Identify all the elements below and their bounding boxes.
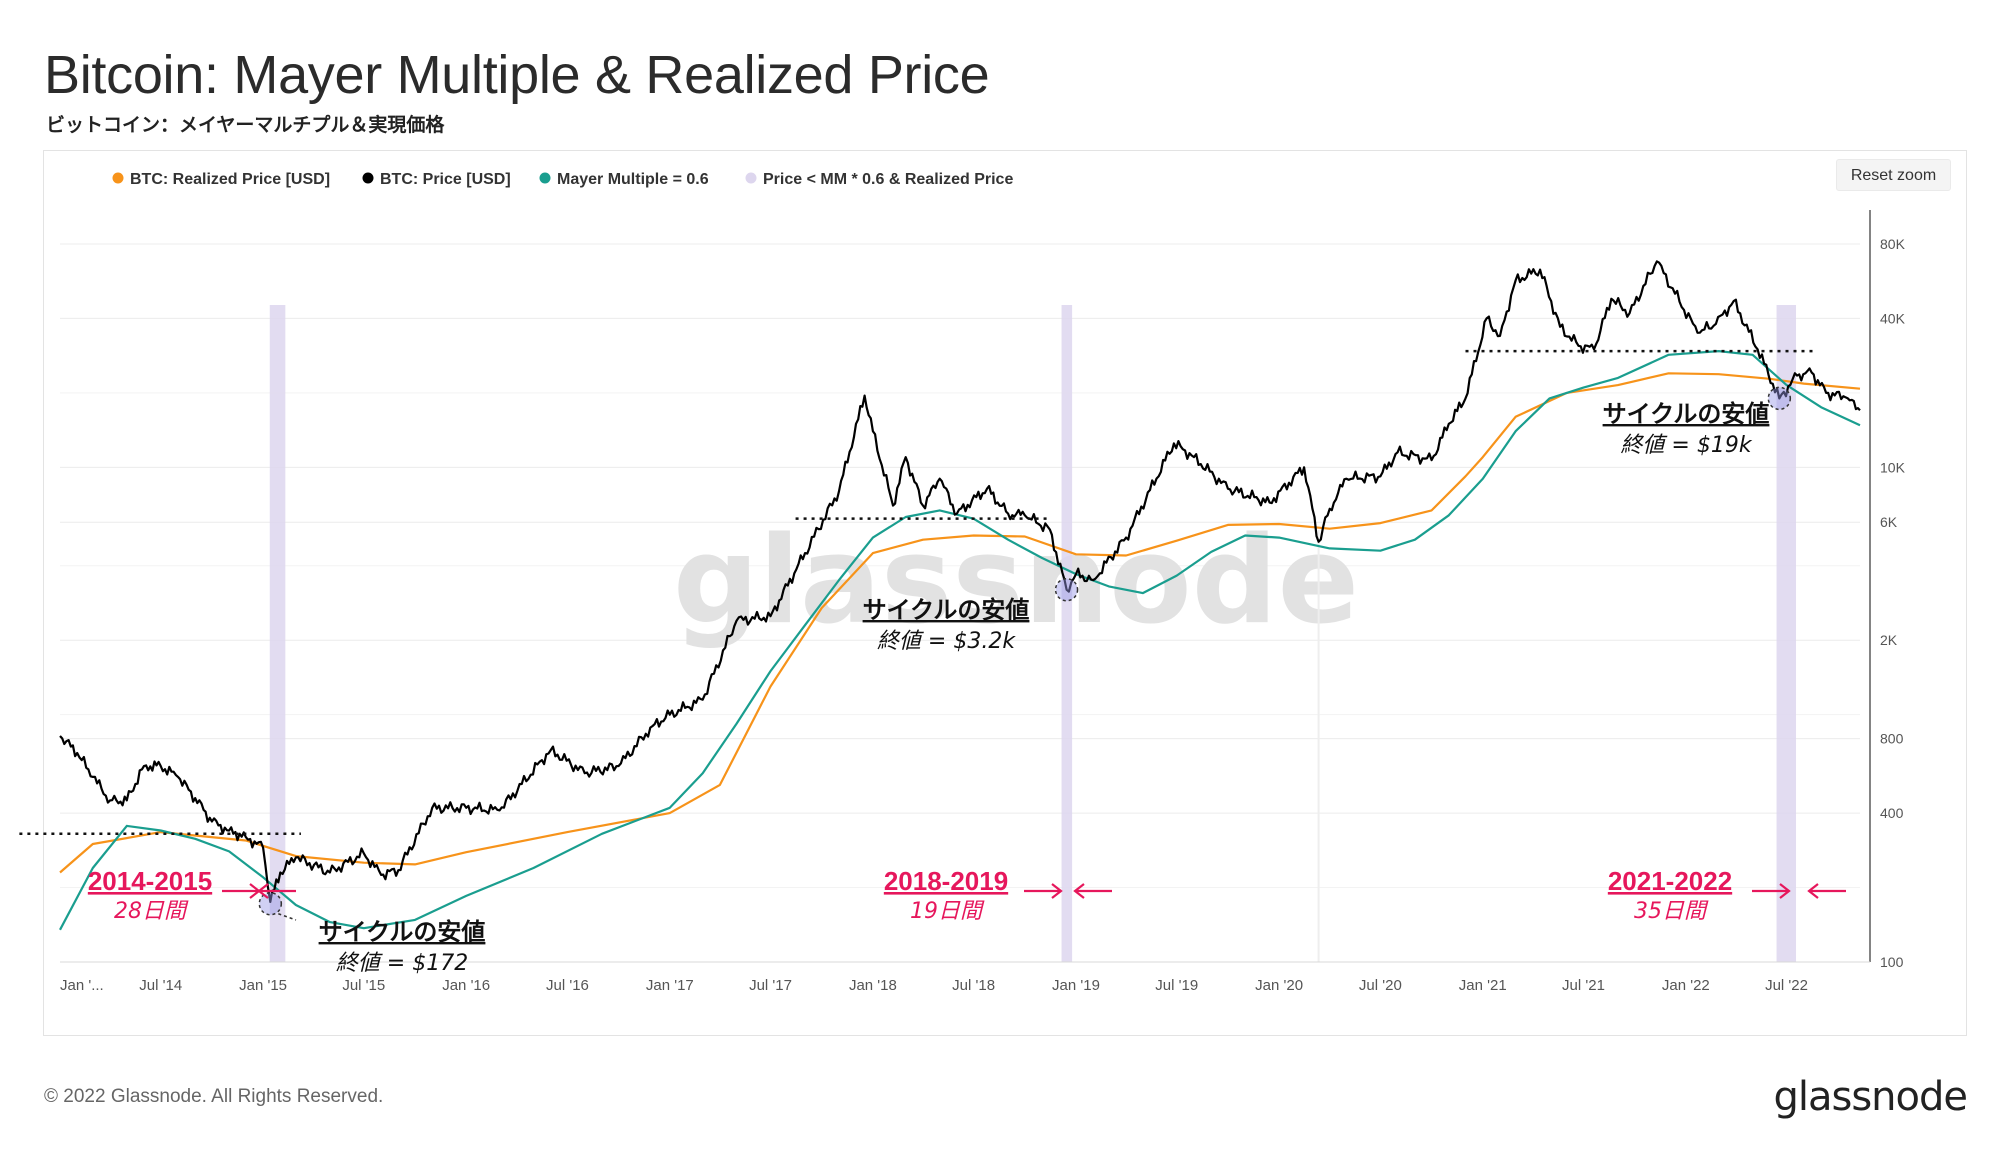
cycle-duration-label: 35日間: [1634, 899, 1709, 924]
arrow-right-icon: [222, 883, 261, 899]
x-tick-label: Jul '19: [1155, 977, 1198, 994]
cycle-duration-label: 19日間: [910, 899, 985, 924]
chart-frame: [43, 150, 1967, 1036]
legend: BTC: Realized Price [USD] BTC: Price [USD…: [112, 171, 1013, 188]
x-tick-label: Jan '20: [1255, 977, 1303, 994]
series-lines: [59, 260, 1861, 931]
watermark: glassnode: [673, 512, 1359, 651]
arrow-right-icon: [1752, 883, 1791, 899]
y-tick-label: 800: [1880, 731, 1904, 747]
cycle-low-close: 終値 = $172: [336, 951, 468, 976]
legend-marker-mayer: [539, 172, 551, 184]
cycle-low-label: サイクルの安値: [319, 918, 486, 946]
x-tick-label: Jan '17: [646, 977, 694, 994]
arrow-left-icon: [257, 883, 296, 899]
legend-marker-realized: [112, 172, 124, 184]
cycle-low-close: 終値 = $19k: [1620, 433, 1752, 458]
cycle-low-label: サイクルの安値: [863, 596, 1030, 624]
cycle-low-close: 終値 = $3.2k: [877, 629, 1016, 654]
y-tick-label: 2K: [1880, 632, 1898, 648]
cycle-low-marker: [1767, 386, 1792, 411]
y-tick-label: 80K: [1880, 236, 1906, 252]
band-period: [1061, 305, 1073, 962]
cycle-low-label: サイクルの安値: [1603, 400, 1770, 428]
band-period: [269, 305, 286, 962]
reset-zoom-button[interactable]: Reset zoom: [1836, 159, 1951, 191]
cycle-low-marker: [258, 891, 283, 916]
y-tick-label: 10K: [1880, 459, 1906, 475]
x-tick-label: Jul '22: [1765, 977, 1808, 994]
x-tick-label: Jan '19: [1052, 977, 1100, 994]
x-tick-label: Jan '16: [442, 977, 490, 994]
legend-label[interactable]: BTC: Price [USD]: [380, 171, 511, 188]
legend-marker-band: [745, 172, 757, 184]
band-periods: [269, 305, 1797, 962]
x-tick-label: Jul '21: [1562, 977, 1605, 994]
cycle-range-label: 2018-2019: [884, 866, 1008, 896]
x-tick-label: Jan '18: [849, 977, 897, 994]
cycle-duration-label: 28日間: [114, 899, 189, 924]
x-tick-label: Jul '14: [139, 977, 182, 994]
x-tick-label: Jul '17: [749, 977, 792, 994]
legend-label[interactable]: Mayer Multiple = 0.6: [557, 171, 709, 188]
band-period: [1776, 305, 1797, 962]
x-tick-label: Jan '15: [239, 977, 287, 994]
y-tick-label: 400: [1880, 805, 1904, 821]
cycle-low-marker: [1054, 577, 1079, 602]
x-tick-label: Jan '22: [1662, 977, 1710, 994]
legend-label[interactable]: BTC: Realized Price [USD]: [130, 171, 330, 188]
page-subtitle: ビットコイン：メイヤーマルチプル＆実現価格: [46, 114, 445, 136]
grid-lines: [60, 243, 1860, 963]
arrow-left-icon: [1073, 883, 1112, 899]
arrow-right-icon: [1024, 883, 1063, 899]
series-line-realized: [59, 372, 1861, 874]
x-tick-label: Jul '15: [342, 977, 385, 994]
x-tick-label: Jan '21: [1459, 977, 1507, 994]
x-tick-label: Jul '18: [952, 977, 995, 994]
x-tick-label: Jul '20: [1359, 977, 1402, 994]
x-tick-label: Jul '16: [546, 977, 589, 994]
y-tick-label: 6K: [1880, 514, 1898, 530]
cycle-range-label: 2021-2022: [1608, 866, 1732, 896]
series-line-price: [59, 260, 1861, 903]
y-tick-label: 40K: [1880, 310, 1906, 326]
arrow-left-icon: [1807, 883, 1846, 899]
x-tick-label: Jan '...: [60, 977, 104, 994]
reference-lines: [19, 349, 1818, 836]
cycle-range-label: 2014-2015: [88, 866, 212, 896]
legend-marker-price: [362, 172, 374, 184]
copyright: © 2022 Glassnode. All Rights Reserved.: [44, 1086, 384, 1107]
glassnode-logo: glassnode: [1773, 1074, 1968, 1120]
legend-label[interactable]: Price < MM * 0.6 & Realized Price: [763, 171, 1013, 188]
y-tick-label: 100: [1880, 954, 1904, 970]
page-title: Bitcoin: Mayer Multiple & Realized Price: [44, 45, 990, 105]
axes: 100 400 800 2K 6K 10K 40K 80K Jan '... Jul '14 Jan…: [60, 210, 1906, 994]
series-line-mayer: [59, 350, 1861, 931]
